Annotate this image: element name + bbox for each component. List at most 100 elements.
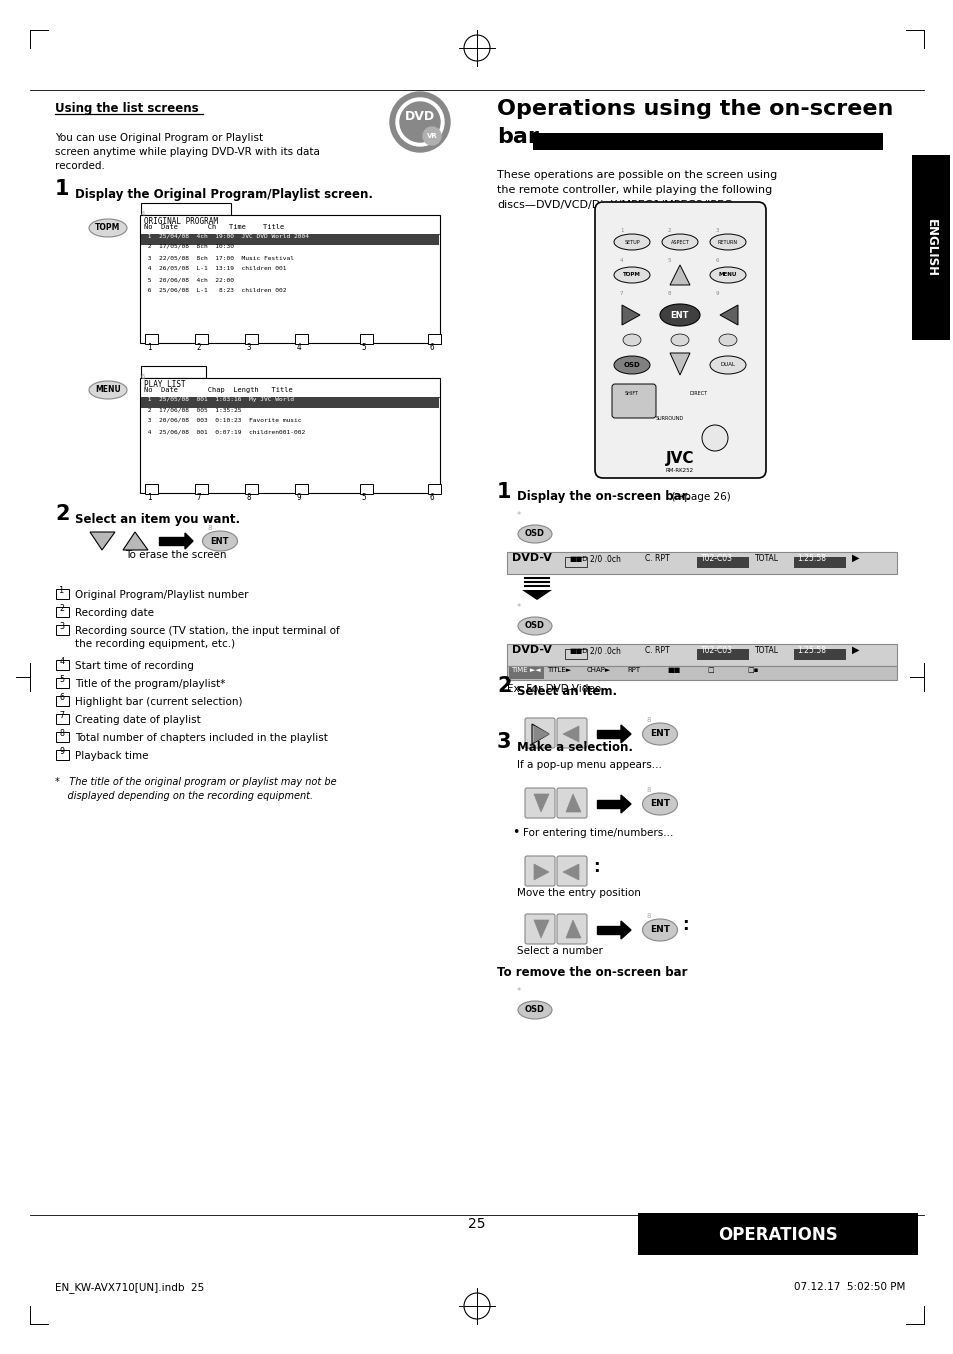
Text: These operations are possible on the screen using
the remote controller, while p: These operations are possible on the scr…: [497, 171, 777, 210]
Text: 5: 5: [59, 676, 65, 684]
Text: ■■D: ■■D: [568, 556, 587, 562]
Text: 4: 4: [296, 343, 301, 352]
Text: ■■D: ■■D: [568, 649, 587, 654]
Circle shape: [422, 127, 440, 145]
FancyBboxPatch shape: [793, 556, 845, 567]
Text: 4: 4: [141, 211, 145, 217]
Text: 8: 8: [208, 525, 213, 531]
Text: •: •: [512, 826, 518, 839]
Text: 3  20/06/08  003  0:10:23  Favorite music: 3 20/06/08 003 0:10:23 Favorite music: [144, 418, 301, 422]
Text: 6: 6: [716, 259, 719, 263]
FancyBboxPatch shape: [524, 856, 555, 886]
Text: *   The title of the original program or playlist may not be
    displayed depen: * The title of the original program or p…: [55, 777, 336, 802]
Text: 3: 3: [247, 343, 251, 352]
Text: RETURN: RETURN: [718, 240, 738, 245]
Text: 3: 3: [497, 733, 511, 751]
Circle shape: [701, 425, 727, 451]
FancyBboxPatch shape: [140, 215, 439, 343]
Text: 4  25/06/08  001  0:07:19  children001-002: 4 25/06/08 001 0:07:19 children001-002: [144, 429, 305, 435]
Polygon shape: [669, 353, 689, 375]
Text: T02-C03: T02-C03: [700, 646, 732, 655]
Ellipse shape: [709, 267, 745, 283]
Text: 6: 6: [429, 343, 434, 352]
Text: TOPM: TOPM: [95, 223, 121, 233]
Text: Total number of chapters included in the playlist: Total number of chapters included in the…: [75, 733, 328, 743]
Text: OSD: OSD: [524, 1006, 544, 1014]
FancyBboxPatch shape: [557, 718, 586, 747]
Text: If a pop-up menu appears...: If a pop-up menu appears...: [517, 760, 661, 770]
Text: 2: 2: [196, 343, 201, 352]
Ellipse shape: [641, 793, 677, 815]
Text: 8: 8: [646, 913, 651, 919]
Polygon shape: [562, 864, 578, 880]
Text: You can use Original Program or Playlist
screen anytime while playing DVD-VR wit: You can use Original Program or Playlist…: [55, 133, 319, 171]
Text: 2  17/06/08  005  1:35:25: 2 17/06/08 005 1:35:25: [144, 408, 241, 412]
Ellipse shape: [89, 380, 127, 399]
FancyBboxPatch shape: [359, 334, 373, 344]
Text: To remove the on-screen bar: To remove the on-screen bar: [497, 965, 687, 979]
Text: 3: 3: [716, 227, 719, 233]
FancyBboxPatch shape: [509, 668, 543, 678]
FancyBboxPatch shape: [595, 202, 765, 478]
Text: 8: 8: [59, 728, 65, 738]
Circle shape: [390, 92, 450, 152]
Polygon shape: [185, 533, 193, 548]
Text: 7: 7: [619, 291, 623, 297]
FancyBboxPatch shape: [533, 133, 882, 150]
Text: Title of the program/playlist*: Title of the program/playlist*: [75, 678, 225, 689]
Text: 5: 5: [667, 259, 671, 263]
Polygon shape: [532, 724, 548, 743]
Text: Display the on-screen bar.: Display the on-screen bar.: [517, 490, 690, 502]
FancyBboxPatch shape: [428, 483, 440, 494]
Text: SURROUND: SURROUND: [656, 416, 683, 421]
FancyBboxPatch shape: [294, 334, 308, 344]
Text: 07.12.17  5:02:50 PM: 07.12.17 5:02:50 PM: [794, 1282, 904, 1292]
Polygon shape: [90, 532, 115, 550]
Text: *: *: [517, 510, 520, 520]
Text: ENGLISH: ENGLISH: [923, 219, 937, 278]
Text: 1:25:58: 1:25:58: [796, 646, 825, 655]
Text: DVD-V: DVD-V: [512, 645, 551, 655]
Text: MENU: MENU: [718, 272, 737, 278]
Text: No  Date       Chap  Length   Title: No Date Chap Length Title: [144, 387, 293, 393]
Text: 2: 2: [55, 504, 70, 524]
Ellipse shape: [614, 234, 649, 250]
Text: ENT: ENT: [211, 536, 229, 546]
Text: No  Date       Ch   Time    Title: No Date Ch Time Title: [144, 223, 284, 230]
Ellipse shape: [517, 1001, 552, 1020]
Polygon shape: [159, 538, 185, 546]
Text: 2: 2: [667, 227, 671, 233]
Text: 4: 4: [619, 259, 623, 263]
FancyBboxPatch shape: [145, 483, 158, 494]
Text: C. RPT: C. RPT: [644, 554, 669, 563]
Text: SHIFT: SHIFT: [624, 391, 639, 395]
FancyBboxPatch shape: [564, 556, 586, 567]
Polygon shape: [565, 793, 580, 812]
FancyBboxPatch shape: [506, 552, 896, 574]
Text: 6: 6: [429, 493, 434, 502]
Text: Creating date of playlist: Creating date of playlist: [75, 715, 200, 724]
Text: 2/0 .0ch: 2/0 .0ch: [589, 646, 620, 655]
Ellipse shape: [641, 919, 677, 941]
Text: ORIGINAL PROGRAM: ORIGINAL PROGRAM: [144, 217, 218, 226]
Text: 6: 6: [59, 693, 65, 701]
FancyBboxPatch shape: [557, 856, 586, 886]
Text: OSD: OSD: [524, 621, 544, 631]
Text: Select an item you want.: Select an item you want.: [75, 513, 240, 525]
Ellipse shape: [661, 234, 698, 250]
FancyBboxPatch shape: [294, 483, 308, 494]
Ellipse shape: [709, 356, 745, 374]
Text: *: *: [517, 987, 520, 997]
Polygon shape: [720, 305, 738, 325]
FancyBboxPatch shape: [141, 397, 438, 408]
Text: 1  25/05/08  001  1:03:16  My JVC World: 1 25/05/08 001 1:03:16 My JVC World: [144, 397, 294, 402]
Polygon shape: [123, 532, 148, 550]
Text: Original Program/Playlist number: Original Program/Playlist number: [75, 590, 248, 600]
Ellipse shape: [202, 531, 237, 551]
Text: Recording source (TV station, the input terminal of
the recording equipment, etc: Recording source (TV station, the input …: [75, 626, 339, 649]
Text: 1: 1: [59, 586, 65, 594]
Text: Select a number: Select a number: [517, 946, 602, 956]
Polygon shape: [620, 921, 630, 940]
Polygon shape: [597, 926, 622, 934]
FancyBboxPatch shape: [612, 385, 656, 418]
